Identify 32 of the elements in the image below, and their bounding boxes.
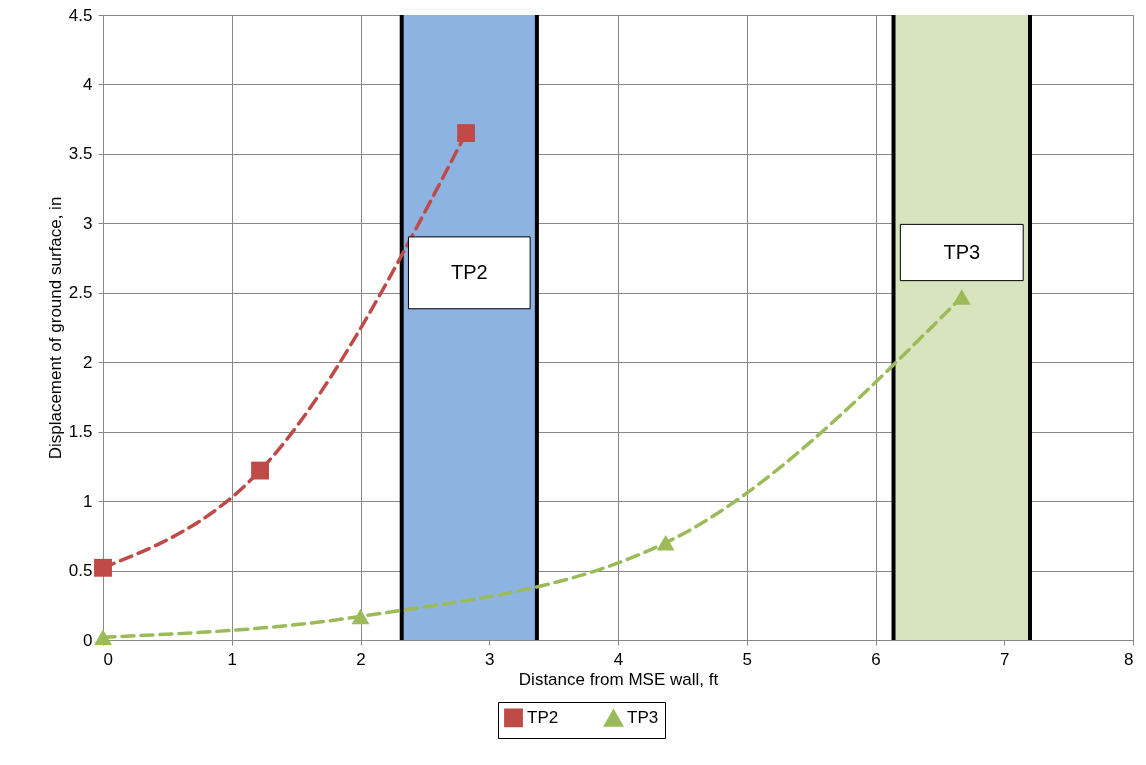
y-tick-label: 4: [83, 74, 93, 94]
x-tick-label: 4: [613, 649, 624, 669]
band-label: TP2: [450, 260, 488, 283]
x-tick-label: 0: [103, 649, 113, 669]
band-label: TP3: [943, 240, 981, 263]
y-tick-label: 2.5: [68, 283, 93, 303]
point: [351, 608, 370, 625]
legend-label: TP3: [627, 708, 659, 728]
y-tick-label: 4.5: [68, 5, 93, 25]
x-tick-label: 5: [742, 649, 752, 669]
point: [656, 535, 675, 551]
y-tick-label: 0.5: [68, 561, 93, 581]
point: [251, 461, 270, 480]
y-tick-label: 0: [83, 630, 93, 650]
y-tick-label: 3.5: [68, 144, 93, 164]
x-tick-label: 7: [1000, 649, 1010, 669]
x-axis-title: Distance from MSE wall, ft: [518, 669, 719, 689]
x-tick-label: 6: [871, 649, 881, 669]
point: [457, 124, 476, 142]
y-tick-label: 2: [83, 352, 93, 372]
y-tick-label: 1: [83, 491, 93, 511]
point: [952, 289, 971, 305]
point: [94, 629, 112, 645]
y-axis-title: Displacement of ground surface, in: [45, 196, 65, 460]
y-tick-label: 1.5: [68, 422, 93, 442]
x-tick-label: 2: [356, 649, 366, 669]
x-tick-label: 1: [227, 649, 237, 669]
x-tick-label: 3: [485, 649, 495, 669]
legend-label: TP2: [527, 707, 559, 727]
point: [94, 558, 112, 577]
y-tick-label: 3: [83, 213, 93, 233]
x-tick-label: 8: [1124, 649, 1134, 669]
